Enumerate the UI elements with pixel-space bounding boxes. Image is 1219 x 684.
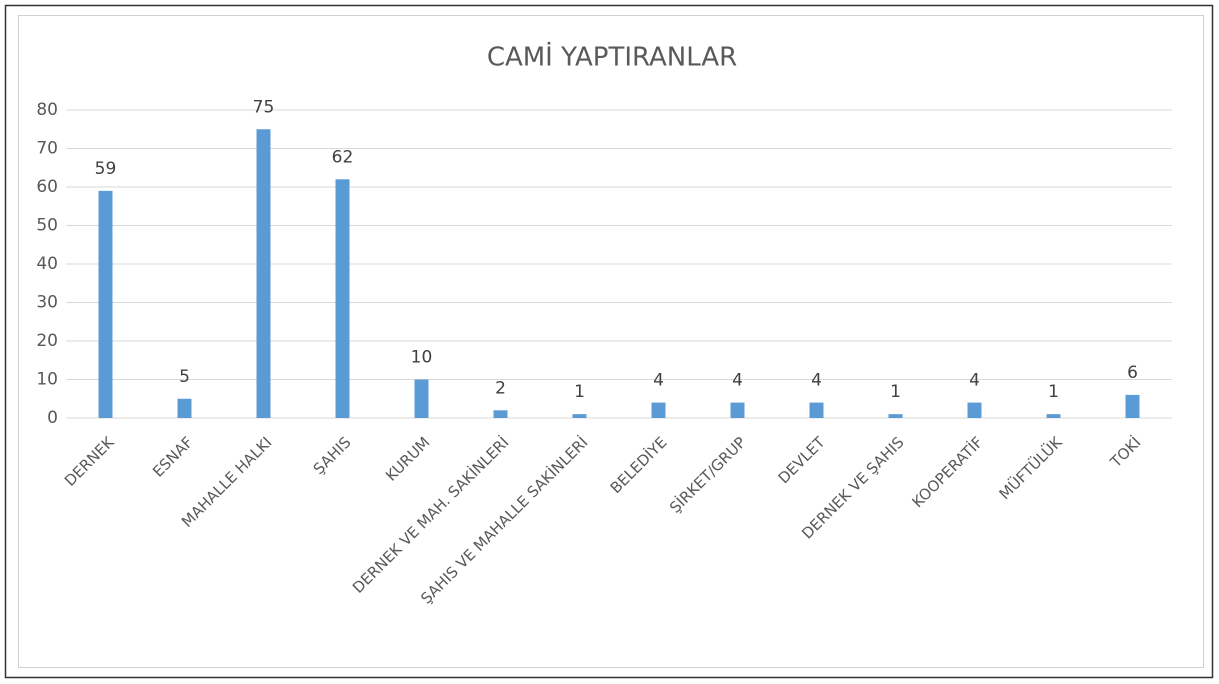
y-tick-label: 20 — [36, 331, 58, 351]
data-label: 4 — [732, 371, 743, 391]
bar — [572, 414, 587, 418]
bar — [256, 129, 271, 418]
bar — [335, 179, 350, 418]
y-tick-label: 50 — [36, 216, 58, 236]
y-tick-label: 70 — [36, 139, 58, 159]
y-tick-label: 10 — [36, 370, 58, 390]
y-tick-label: 0 — [47, 408, 58, 428]
bar — [730, 402, 745, 418]
data-label: 2 — [495, 378, 506, 398]
data-label: 10 — [411, 348, 433, 368]
data-label: 1 — [574, 382, 585, 402]
y-tick-label: 30 — [36, 293, 58, 313]
chart-frame — [18, 15, 1204, 668]
bar — [177, 398, 192, 418]
bar — [651, 402, 666, 418]
bar — [1125, 394, 1140, 418]
data-label: 62 — [332, 147, 354, 167]
data-label: 1 — [890, 382, 901, 402]
bar — [98, 190, 113, 418]
data-label: 4 — [969, 371, 980, 391]
data-label: 4 — [653, 371, 664, 391]
data-label: 6 — [1127, 363, 1138, 383]
bar — [888, 414, 903, 418]
bar — [809, 402, 824, 418]
data-label: 4 — [811, 371, 822, 391]
bar — [493, 410, 508, 418]
chart-title: CAMİ YAPTIRANLAR — [487, 41, 737, 73]
data-label: 1 — [1048, 382, 1059, 402]
y-tick-label: 60 — [36, 177, 58, 197]
data-label: 5 — [179, 367, 190, 387]
bar — [1046, 414, 1061, 418]
y-tick-label: 40 — [36, 254, 58, 274]
data-label: 75 — [253, 97, 275, 117]
y-tick-label: 80 — [36, 100, 58, 120]
bar — [414, 379, 429, 418]
bar — [967, 402, 982, 418]
data-label: 59 — [95, 159, 117, 179]
